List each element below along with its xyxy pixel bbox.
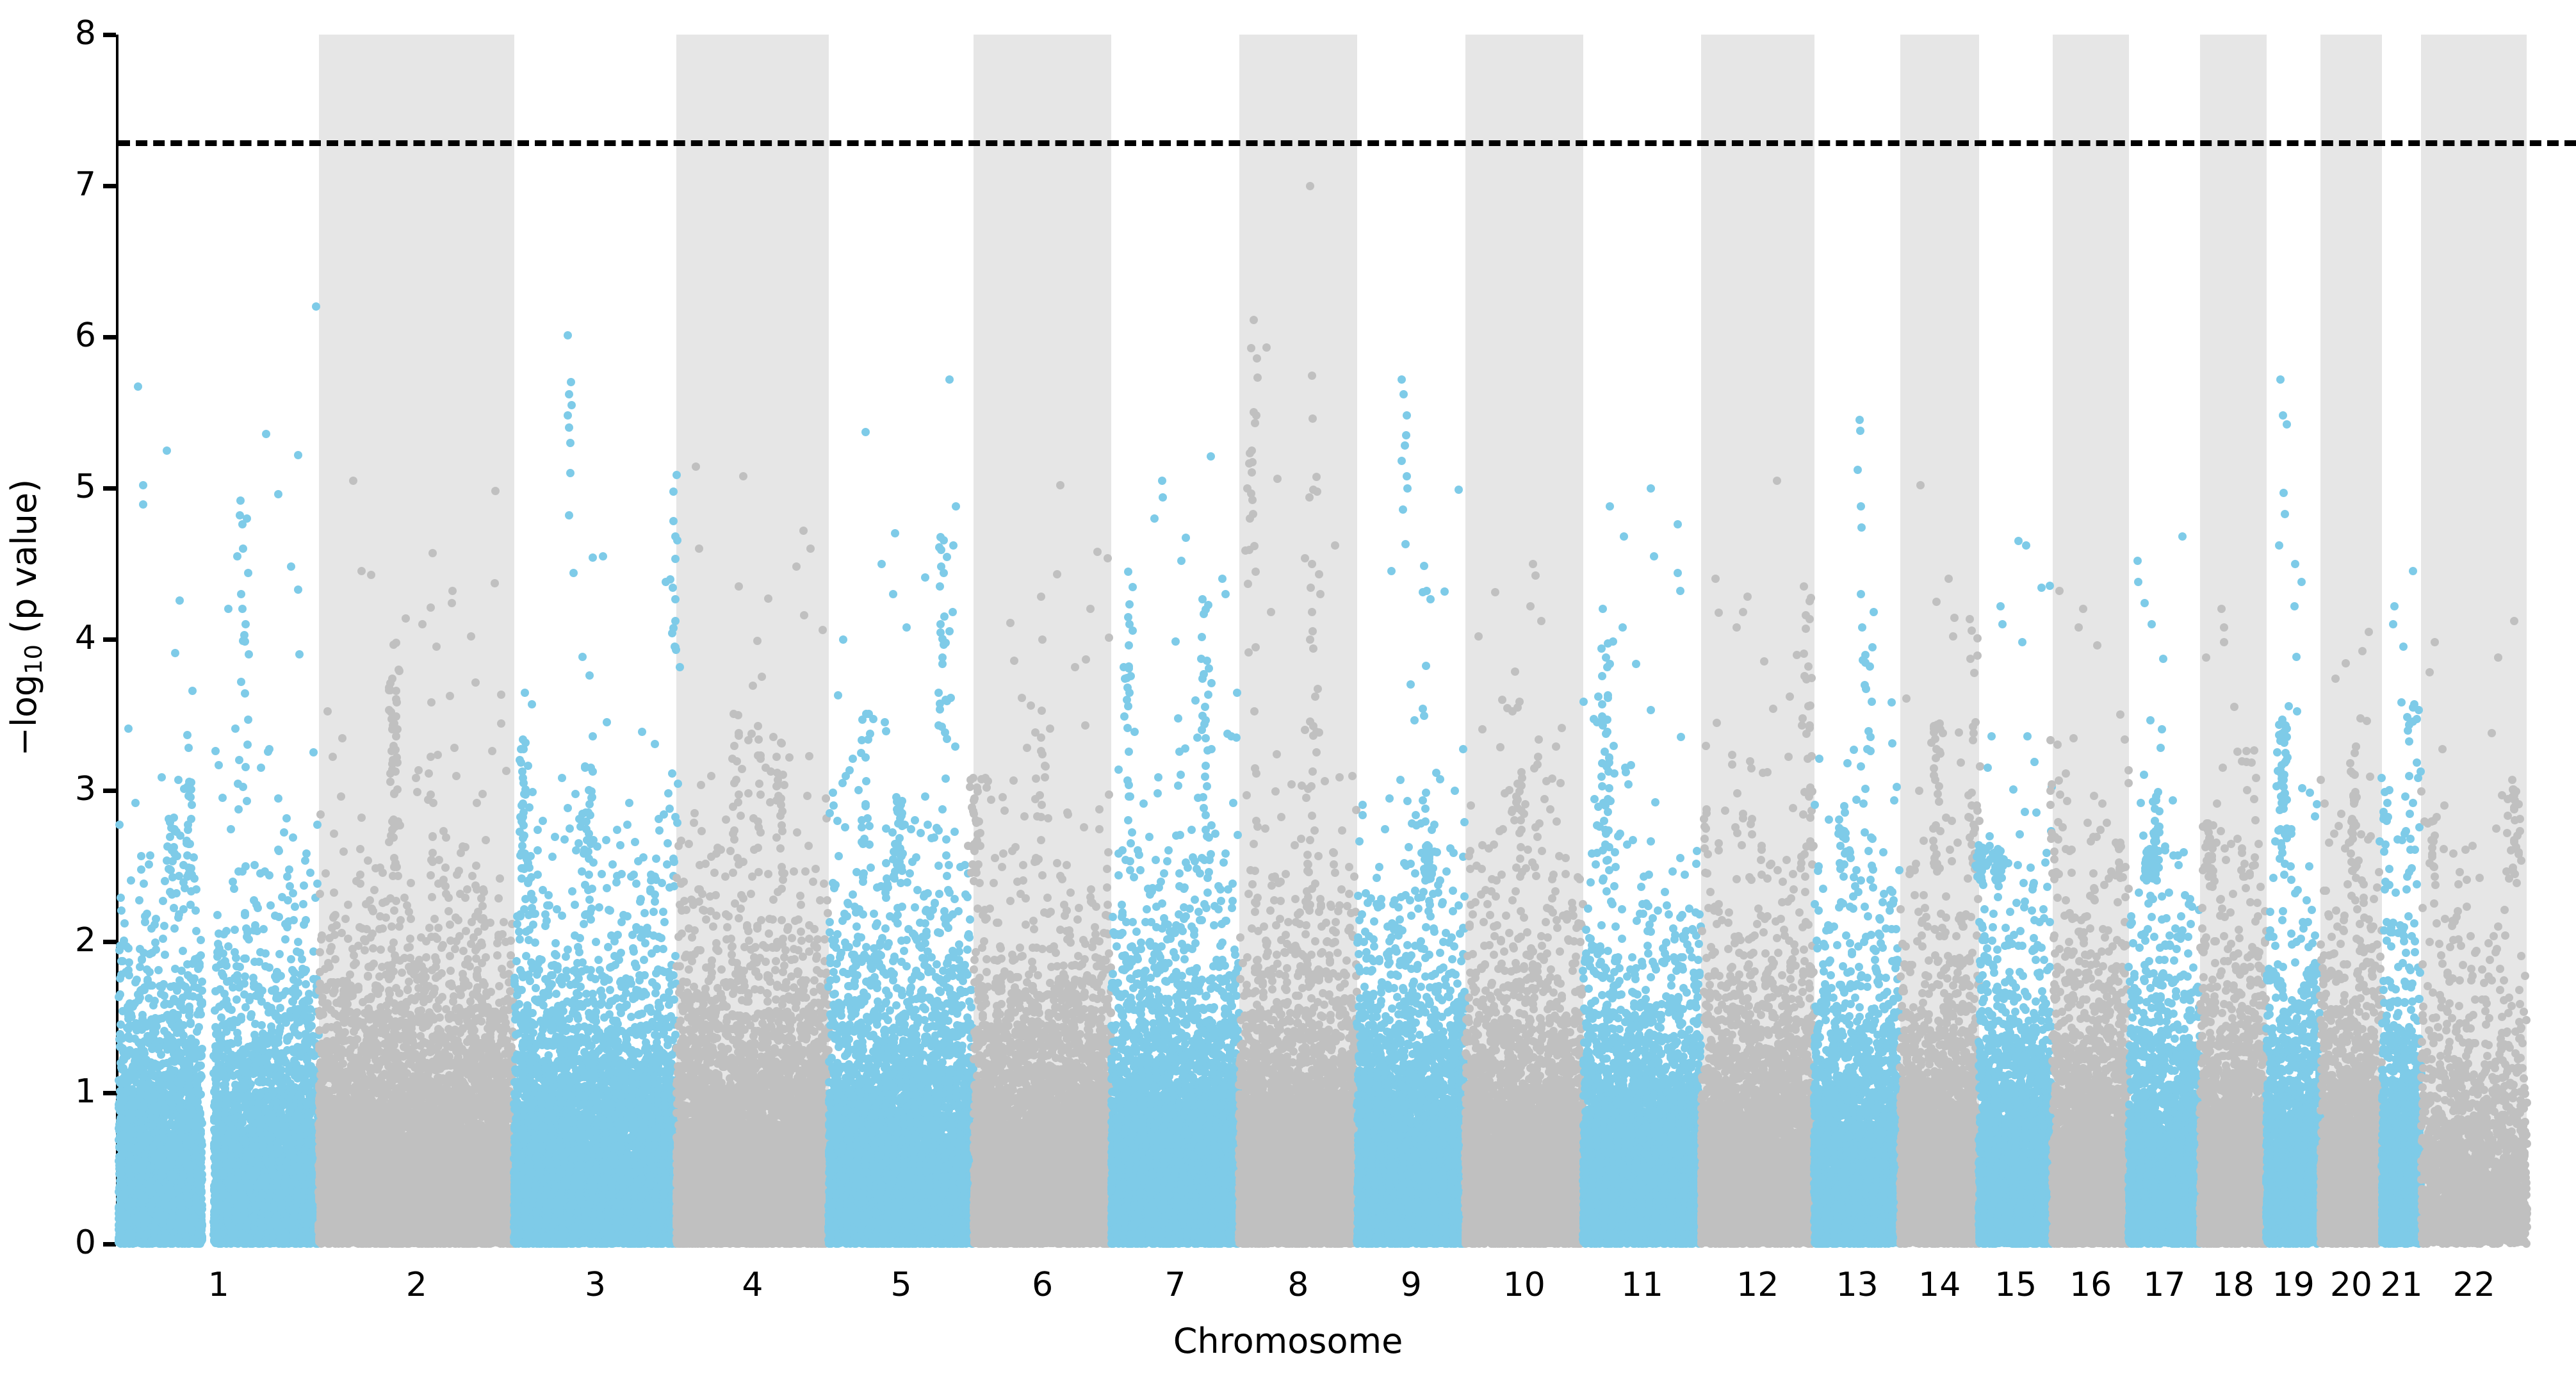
y-tick-label: 7	[19, 168, 96, 201]
y-axis-label-log: log	[4, 675, 44, 727]
y-tick-mark	[103, 1091, 116, 1095]
y-tick-label: 0	[19, 1226, 96, 1259]
y-axis-label-base: 10	[20, 644, 47, 675]
y-axis-label-suffix: (p value)	[4, 479, 44, 644]
y-tick-mark	[103, 940, 116, 944]
y-tick-mark	[103, 184, 116, 188]
y-tick-mark	[103, 1242, 116, 1247]
y-tick-mark	[103, 637, 116, 642]
y-tick-label: 8	[19, 17, 96, 50]
y-tick-mark	[103, 486, 116, 491]
y-tick-label: 1	[19, 1075, 96, 1108]
y-tick-mark	[103, 33, 116, 37]
y-axis-label-minus: −	[4, 727, 44, 756]
y-tick-mark	[103, 335, 116, 339]
y-tick-mark	[103, 789, 116, 793]
y-axis-label: −log10 (p value)	[4, 233, 47, 1002]
plot-area	[118, 35, 2576, 1244]
